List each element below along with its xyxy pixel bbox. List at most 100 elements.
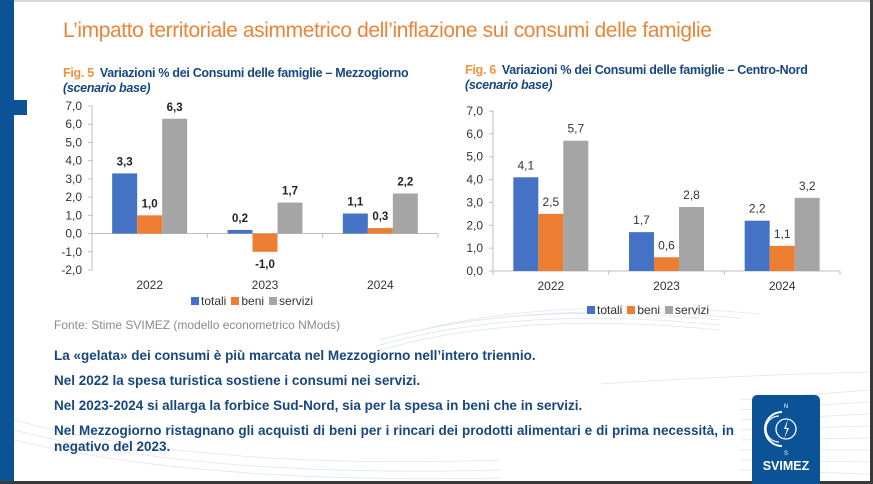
top-border — [14, 0, 870, 2]
y-tick-label: 1,0 — [65, 208, 82, 222]
bar-beni-2022 — [137, 215, 163, 234]
fig5-legend: totali beni servizi — [191, 294, 318, 308]
legend-swatch-totali — [587, 306, 595, 314]
data-label: 3,2 — [799, 179, 816, 193]
data-label: 2,2 — [397, 176, 413, 188]
data-label: 2,8 — [683, 188, 700, 202]
legend-swatch-totali — [191, 297, 199, 305]
bar-totali-2024 — [744, 220, 770, 271]
x-tick-label: 2023 — [653, 279, 680, 293]
bar-beni-2023 — [654, 257, 679, 271]
bar-totali-2022 — [112, 173, 138, 234]
source-note: Fonte: Stime SVIMEZ (modello econometric… — [54, 318, 341, 332]
y-tick-label: 4,0 — [466, 173, 483, 187]
bar-servizi-2023 — [679, 207, 704, 271]
bar-beni-2024 — [769, 245, 795, 271]
y-tick-label: 6,0 — [466, 127, 483, 141]
y-tick-label: -2,0 — [61, 263, 82, 277]
fig6-number: Fig. 6 — [465, 63, 496, 77]
legend-item-totali: totali — [191, 294, 226, 308]
legend-item-beni: beni — [231, 294, 264, 308]
legend-swatch-servizi — [269, 297, 278, 305]
fig6-subtitle: (scenario base) — [465, 78, 553, 92]
data-label: 5,7 — [567, 122, 584, 136]
data-label: 0,3 — [372, 211, 388, 223]
bar-beni-2023 — [252, 233, 278, 252]
data-label: 0,6 — [658, 238, 675, 252]
data-label: 4,1 — [517, 158, 534, 172]
legend-label: servizi — [279, 294, 314, 308]
bar-servizi-2022 — [162, 118, 188, 234]
svimez-logo: N S SVIMEZ — [752, 395, 820, 484]
legend-item-totali: totali — [587, 303, 622, 317]
legend-swatch-beni — [627, 306, 636, 314]
fig5-heading: Variazioni % dei Consumi delle famiglie … — [99, 66, 409, 80]
y-tick-label: 3,0 — [466, 195, 483, 209]
data-label: -1,0 — [255, 259, 275, 271]
key-findings: La «gelata» dei consumi è più marcata ne… — [54, 348, 734, 464]
y-tick-label: 7,0 — [65, 99, 82, 113]
y-tick-label: 1,0 — [466, 241, 483, 255]
bar-totali-2023 — [629, 232, 654, 271]
compass-south-label: S — [784, 451, 788, 457]
legend-item-beni: beni — [627, 303, 660, 317]
data-label: 1,0 — [142, 198, 158, 210]
y-tick-label: 2,0 — [466, 218, 483, 232]
finding-2: Nel 2022 la spesa turistica sostiene i c… — [54, 373, 421, 388]
y-tick-label: 2,0 — [65, 190, 82, 204]
bar-servizi-2022 — [563, 140, 589, 271]
fig5-subtitle: (scenario base) — [63, 81, 151, 95]
finding-4: Nel Mezzogiorno ristagnano gli acquisti … — [54, 423, 734, 454]
legend-label: servizi — [675, 303, 710, 317]
fig6-title: Fig. 6 Variazioni % dei Consumi delle fam… — [465, 63, 808, 93]
data-label: 2,2 — [749, 202, 766, 216]
bar-totali-2023 — [227, 229, 253, 234]
logo-text: SVIMEZ — [762, 459, 810, 473]
bottom-border — [0, 481, 873, 484]
y-tick-label: 3,0 — [65, 172, 82, 186]
legend-label: totali — [597, 303, 623, 317]
bar-servizi-2024 — [794, 197, 820, 271]
y-tick-label: 5,0 — [466, 150, 483, 164]
bar-totali-2022 — [513, 177, 539, 271]
x-tick-label: 2024 — [367, 278, 394, 292]
x-tick-label: 2022 — [136, 278, 163, 292]
fig5-number: Fig. 5 — [63, 66, 94, 80]
slide-title: L’impatto territoriale asimmetrico dell’… — [63, 19, 712, 42]
brand-sidebar-notch — [14, 100, 27, 115]
fig6-legend: totali beni servizi — [587, 303, 714, 317]
x-tick-label: 2024 — [769, 279, 796, 293]
data-label: 1,1 — [774, 227, 791, 241]
y-tick-label: 6,0 — [65, 117, 82, 131]
x-tick-label: 2023 — [252, 278, 279, 292]
bar-beni-2024 — [367, 228, 393, 234]
y-tick-label: 4,0 — [65, 154, 82, 168]
data-label: 0,2 — [232, 213, 248, 225]
y-tick-label: 0,0 — [466, 264, 483, 278]
y-tick-label: 7,0 — [466, 104, 483, 118]
fig6-heading: Variazioni % dei Consumi delle famiglie … — [501, 63, 808, 77]
legend-label: beni — [241, 294, 265, 308]
bar-beni-2022 — [538, 213, 564, 271]
data-label: 1,1 — [347, 197, 364, 209]
data-label: 2,5 — [542, 195, 559, 209]
fig5-title: Fig. 5 Variazioni % dei Consumi delle fam… — [63, 66, 409, 96]
brand-sidebar — [0, 0, 14, 484]
bar-servizi-2024 — [392, 193, 418, 234]
bar-servizi-2023 — [277, 202, 303, 234]
compass-icon: N S — [764, 404, 797, 457]
data-label: 3,3 — [117, 156, 133, 168]
y-tick-label: 5,0 — [65, 135, 82, 149]
legend-swatch-beni — [231, 297, 240, 305]
legend-label: beni — [637, 303, 661, 317]
x-tick-label: 2022 — [537, 279, 564, 293]
compass-north-label: N — [784, 404, 788, 410]
finding-3: Nel 2023-2024 si allarga la forbice Sud-… — [54, 398, 583, 413]
data-label: 1,7 — [633, 213, 650, 227]
y-tick-label: -1,0 — [61, 245, 82, 259]
legend-item-servizi: servizi — [269, 294, 313, 308]
y-tick-label: 0,0 — [65, 227, 82, 241]
legend-label: totali — [201, 294, 227, 308]
